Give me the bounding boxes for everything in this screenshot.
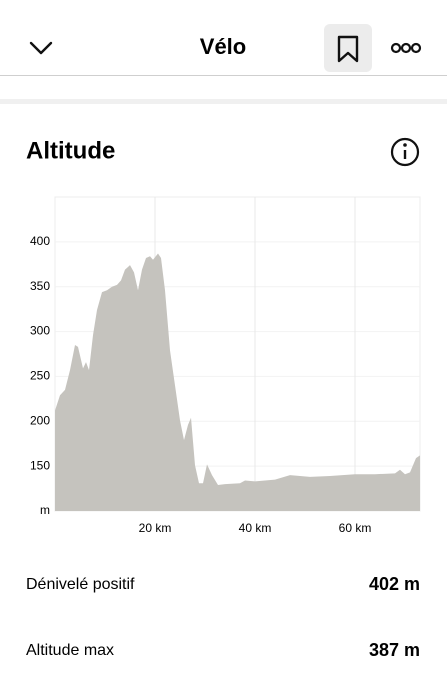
more-button[interactable]: [390, 42, 422, 54]
y-tick-label: 250: [30, 369, 50, 383]
stat-value: 402 m: [369, 574, 420, 594]
x-tick-label: 40 km: [239, 521, 272, 535]
back-button[interactable]: [29, 41, 53, 55]
y-tick-label: 150: [30, 458, 50, 472]
bookmark-button[interactable]: [324, 24, 372, 72]
header-title: Vélo: [200, 34, 246, 59]
y-tick-label: 400: [30, 234, 50, 248]
x-tick-label: 20 km: [139, 521, 172, 535]
section-divider: [0, 99, 447, 104]
y-tick-label: 350: [30, 279, 50, 293]
y-tick-label: 300: [30, 324, 50, 338]
stat-label: Dénivelé positif: [26, 576, 135, 593]
stat-label: Altitude max: [26, 642, 114, 659]
altitude-area: [55, 253, 420, 511]
y-tick-label: m: [40, 503, 50, 517]
bookmark-icon: [337, 35, 359, 63]
x-tick-label: 60 km: [339, 521, 372, 535]
section-title: Altitude: [26, 137, 115, 164]
info-button[interactable]: [390, 137, 420, 167]
stat-value: 387 m: [369, 640, 420, 660]
chart: m 150 200 250 300 350 400 20 km 40 km 60 km: [30, 196, 421, 535]
y-tick-label: 200: [30, 413, 50, 427]
